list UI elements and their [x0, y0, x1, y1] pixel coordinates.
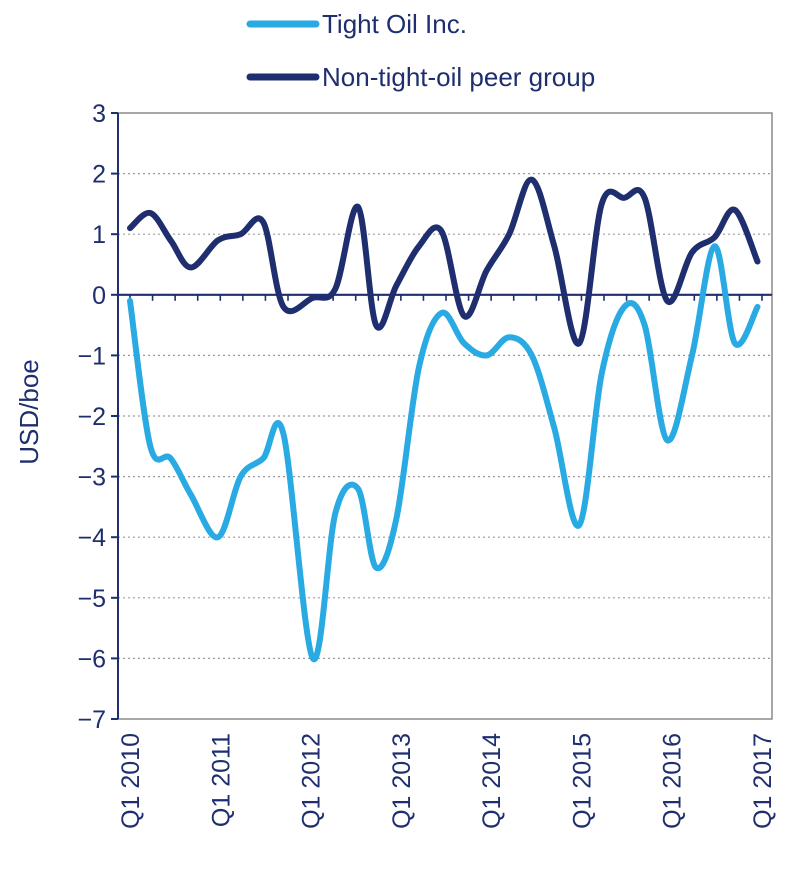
- y-tick-label: 3: [92, 100, 106, 128]
- y-axis: 3 2 1 0 −1 −2 −3 −4 −5 −6 −7: [77, 100, 119, 734]
- x-axis: Q1 2010 Q1 2011 Q1 2012 Q1 2013 Q1 2014 Q1 20…: [117, 733, 777, 829]
- y-tick-label: 2: [92, 161, 106, 189]
- legend: Tight Oil Inc. Non-tight-oil peer group: [246, 9, 595, 92]
- y-tick-label: −1: [77, 342, 106, 370]
- y-tick-label: −2: [77, 403, 106, 431]
- series-line-tight-oil: [127, 243, 761, 663]
- legend-label-peer-group: Non-tight-oil peer group: [322, 62, 595, 92]
- y-tick-label: −4: [77, 524, 106, 552]
- x-tick-label: Q1 2014: [478, 733, 506, 829]
- x-tick-label: Q1 2012: [298, 733, 326, 829]
- legend-label-tight-oil: Tight Oil Inc.: [322, 9, 467, 39]
- x-tick-label: Q1 2011: [207, 733, 235, 827]
- y-axis-label: USD/boe: [14, 359, 44, 465]
- x-tick-label: Q1 2017: [749, 733, 777, 829]
- y-tick-label: −6: [77, 645, 106, 673]
- series-group: [127, 176, 761, 663]
- y-tick-label: −5: [77, 585, 106, 613]
- y-tick-label: 0: [92, 282, 106, 310]
- y-tick-label: 1: [92, 221, 106, 249]
- y-tick-label: −3: [77, 464, 106, 492]
- x-tick-label: Q1 2010: [117, 733, 145, 829]
- series-line-peer-group: [127, 176, 761, 347]
- x-tick-label: Q1 2016: [659, 733, 687, 829]
- y-tick-label: −7: [77, 706, 106, 734]
- x-tick-label: Q1 2013: [388, 733, 416, 829]
- x-tick-label: Q1 2015: [568, 733, 596, 829]
